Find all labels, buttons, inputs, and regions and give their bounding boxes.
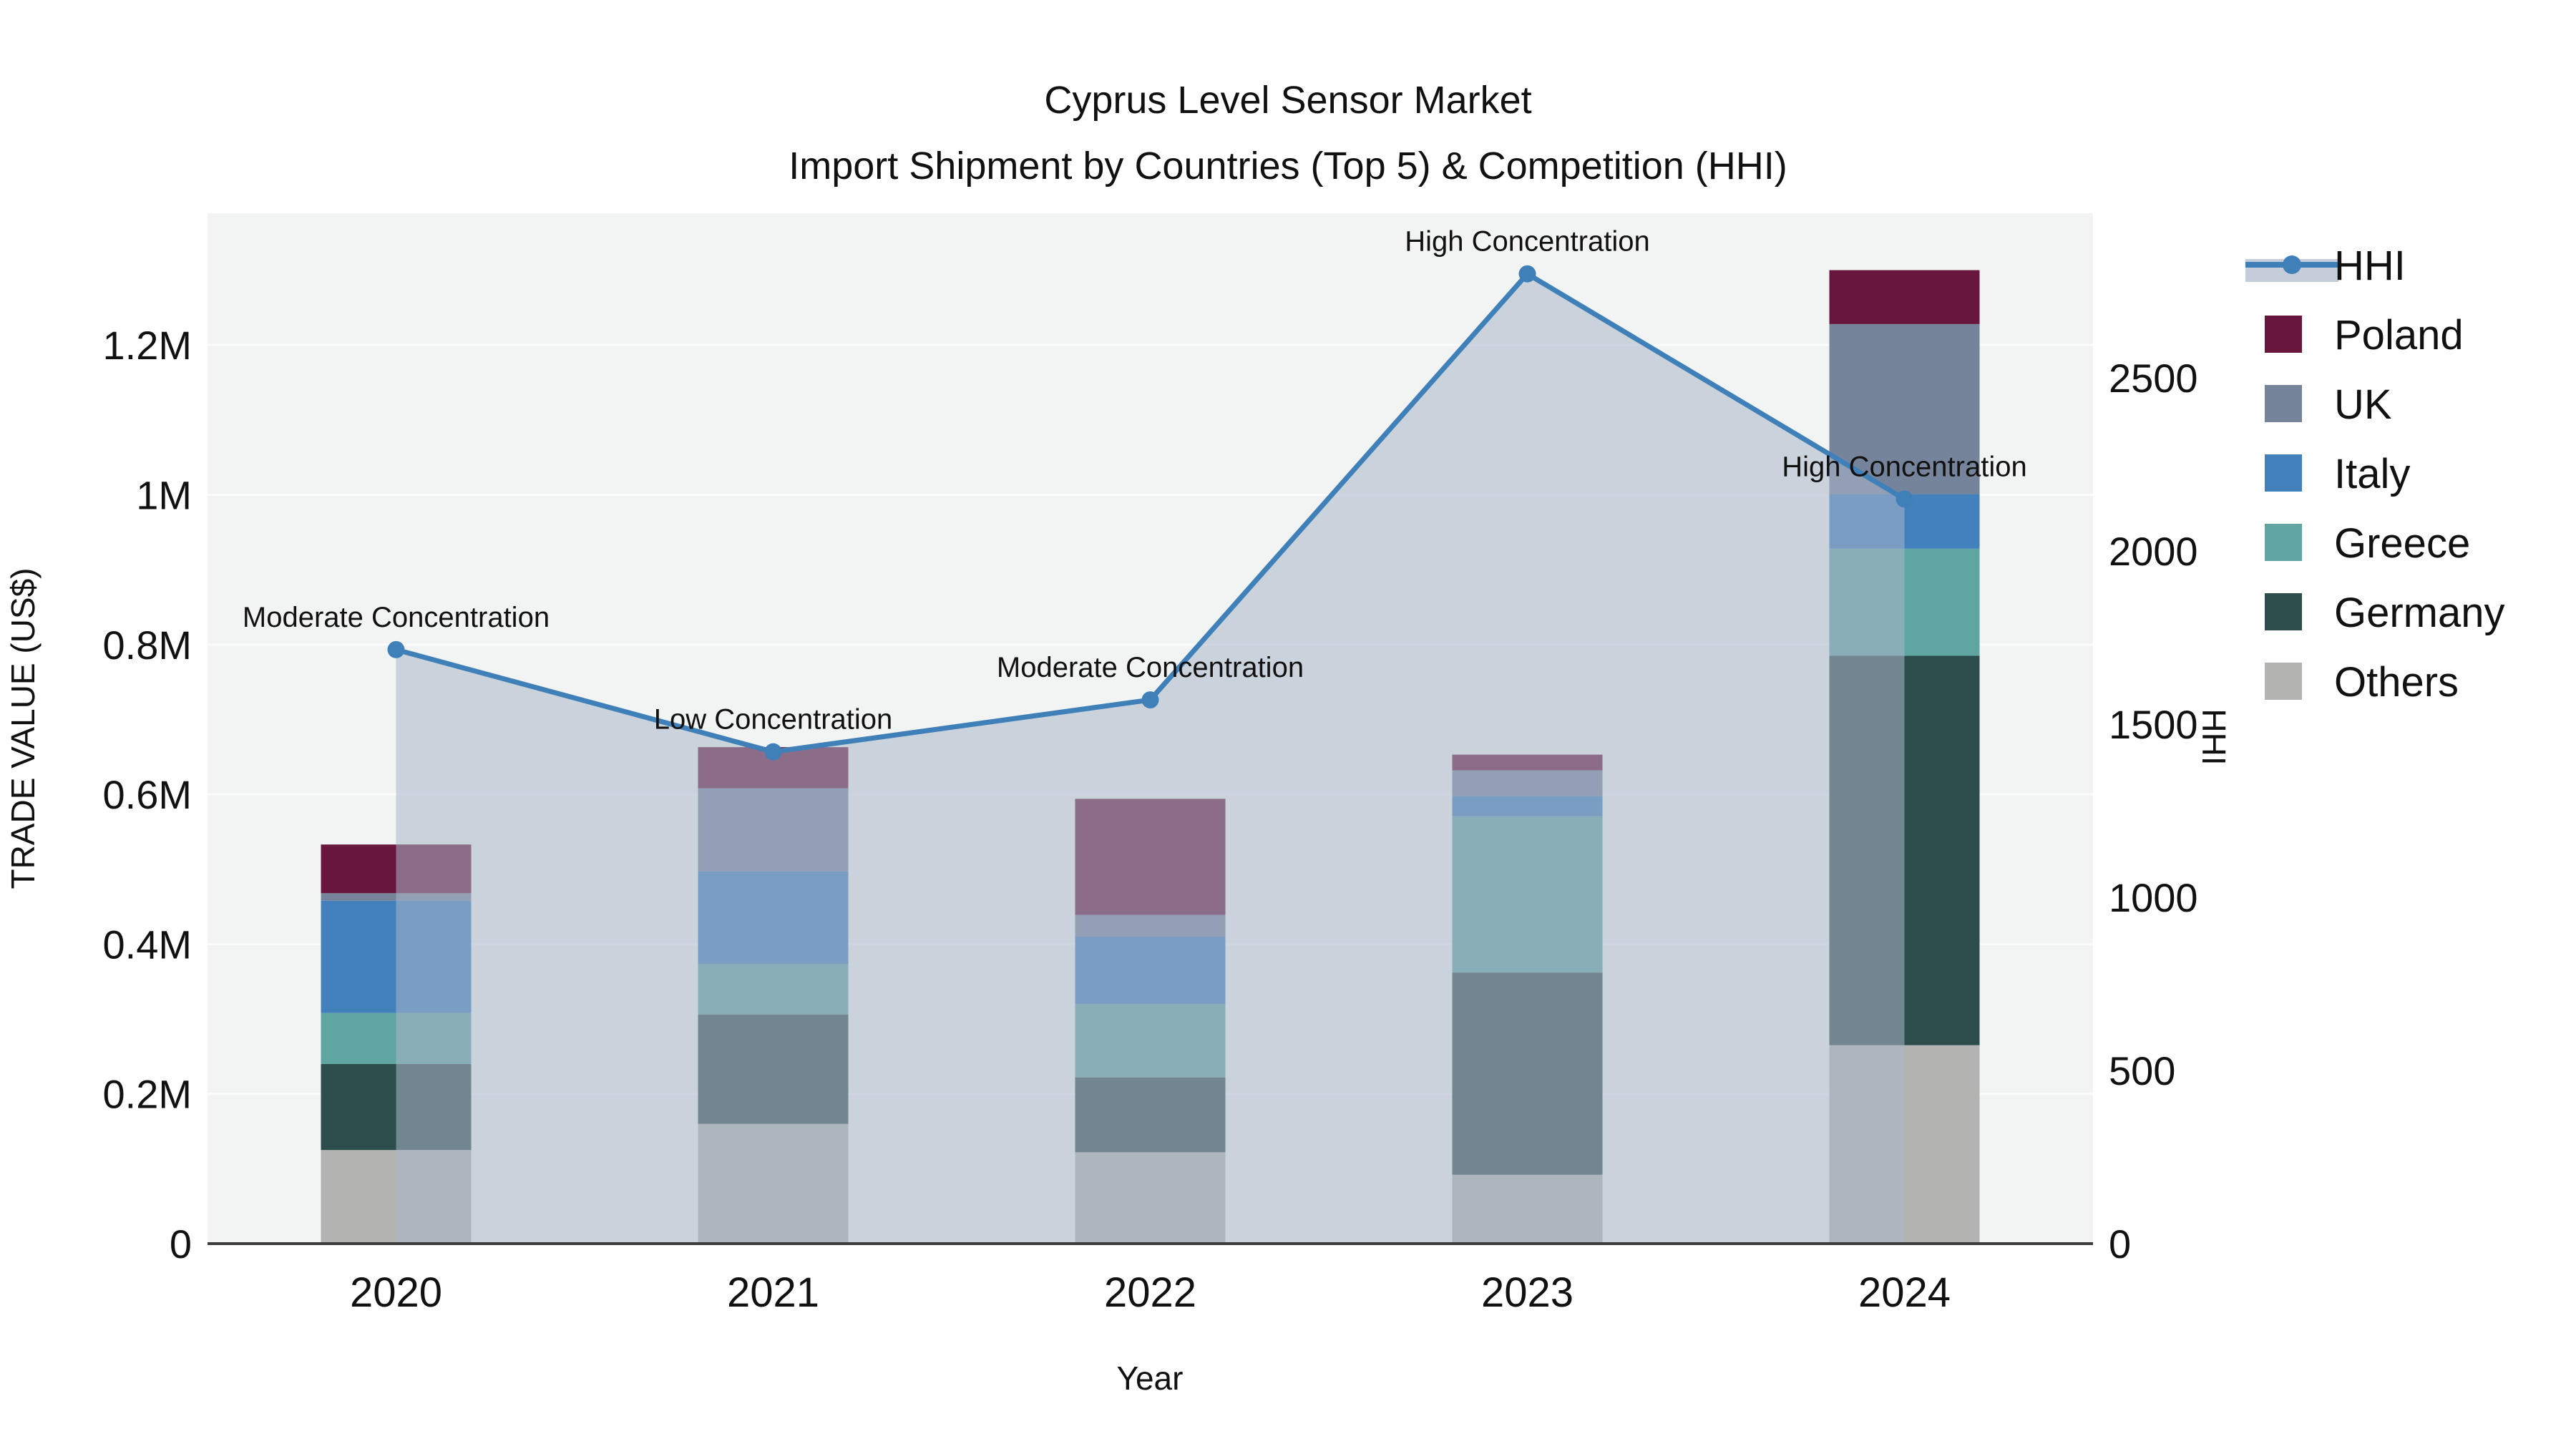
bar-segment-2024-uk bbox=[1829, 323, 1980, 494]
x-tick-label-2020: 2020 bbox=[350, 1269, 442, 1316]
y-right-tick-label: 1500 bbox=[2109, 702, 2198, 747]
hhi-marker-2021 bbox=[764, 743, 782, 761]
y-axis-left-ticks: 0 0.2M 0.4M 0.6M 0.8M 1M 1.2M bbox=[103, 323, 192, 1267]
x-tick-label-2024: 2024 bbox=[1858, 1269, 1951, 1316]
hhi-marker-2022 bbox=[1141, 691, 1159, 709]
legend-swatch-greece bbox=[2265, 524, 2302, 561]
x-tick-label-2023: 2023 bbox=[1481, 1269, 1574, 1316]
x-tick-label-2021: 2021 bbox=[727, 1269, 819, 1316]
hhi-marker-2023 bbox=[1518, 265, 1536, 283]
x-axis-ticks: 2020 2021 2022 2023 2024 bbox=[350, 1269, 1951, 1316]
y-left-tick-label: 0.8M bbox=[103, 623, 192, 668]
y-right-tick-label: 1000 bbox=[2109, 875, 2198, 920]
legend-item-poland[interactable]: Poland bbox=[2265, 312, 2464, 358]
x-axis-title: Year bbox=[1117, 1360, 1184, 1397]
legend-item-greece[interactable]: Greece bbox=[2265, 520, 2470, 567]
y-left-tick-label: 1.2M bbox=[103, 323, 192, 368]
legend-swatch-uk bbox=[2265, 385, 2302, 422]
annotation-2022: Moderate Concentration bbox=[997, 652, 1304, 683]
y-right-tick-label: 0 bbox=[2109, 1221, 2131, 1267]
legend-label-greece: Greece bbox=[2334, 520, 2470, 567]
y-left-tick-label: 0.4M bbox=[103, 922, 192, 967]
y-right-tick-label: 500 bbox=[2109, 1048, 2175, 1093]
annotation-2024: High Concentration bbox=[1782, 451, 2026, 482]
legend-label-poland: Poland bbox=[2334, 312, 2464, 358]
annotation-2021: Low Concentration bbox=[654, 704, 893, 736]
legend-item-uk[interactable]: UK bbox=[2265, 381, 2392, 428]
bar-segment-2024-poland bbox=[1829, 270, 1980, 324]
hhi-marker-2020 bbox=[387, 640, 405, 658]
legend-hhi-marker-icon bbox=[2283, 255, 2301, 274]
legend-swatch-italy bbox=[2265, 454, 2302, 492]
hhi-line-layer bbox=[387, 265, 1913, 761]
hhi-area bbox=[396, 273, 1905, 1244]
y-right-tick-label: 2500 bbox=[2109, 356, 2198, 401]
hhi-marker-2024 bbox=[1896, 490, 1913, 508]
y-left-tick-label: 0.6M bbox=[103, 772, 192, 817]
y-axis-right-title: HHI bbox=[2195, 708, 2233, 765]
y-left-tick-label: 0 bbox=[170, 1221, 192, 1267]
legend-label-italy: Italy bbox=[2334, 451, 2410, 497]
legend: HHI Poland UK Italy Greece Germany Others bbox=[2245, 243, 2505, 706]
legend-item-germany[interactable]: Germany bbox=[2265, 590, 2505, 636]
legend-item-italy[interactable]: Italy bbox=[2265, 451, 2410, 497]
legend-item-others[interactable]: Others bbox=[2265, 659, 2459, 706]
legend-swatch-germany bbox=[2265, 593, 2302, 630]
x-tick-label-2022: 2022 bbox=[1104, 1269, 1196, 1316]
legend-item-hhi[interactable]: HHI bbox=[2245, 243, 2406, 289]
annotations-layer: Moderate Concentration Low Concentration M… bbox=[243, 226, 2027, 736]
legend-label-hhi: HHI bbox=[2334, 243, 2406, 289]
legend-label-germany: Germany bbox=[2334, 590, 2505, 636]
y-axis-right-ticks: 0 500 1000 1500 2000 2500 bbox=[2109, 356, 2198, 1267]
hhi-area-fill bbox=[396, 273, 1905, 1244]
chart-title-line2: Import Shipment by Countries (Top 5) & C… bbox=[789, 145, 1787, 187]
legend-label-uk: UK bbox=[2334, 381, 2392, 428]
legend-swatch-poland bbox=[2265, 316, 2302, 353]
y-axis-left-title: TRADE VALUE (US$) bbox=[4, 567, 42, 889]
annotation-2023: High Concentration bbox=[1405, 226, 1649, 258]
legend-label-others: Others bbox=[2334, 659, 2459, 706]
y-left-tick-label: 1M bbox=[136, 472, 192, 517]
chart-title-line1: Cyprus Level Sensor Market bbox=[1044, 79, 1531, 122]
annotation-2020: Moderate Concentration bbox=[243, 602, 550, 633]
y-left-tick-label: 0.2M bbox=[103, 1072, 192, 1117]
y-right-tick-label: 2000 bbox=[2109, 529, 2198, 574]
legend-swatch-others bbox=[2265, 663, 2302, 700]
